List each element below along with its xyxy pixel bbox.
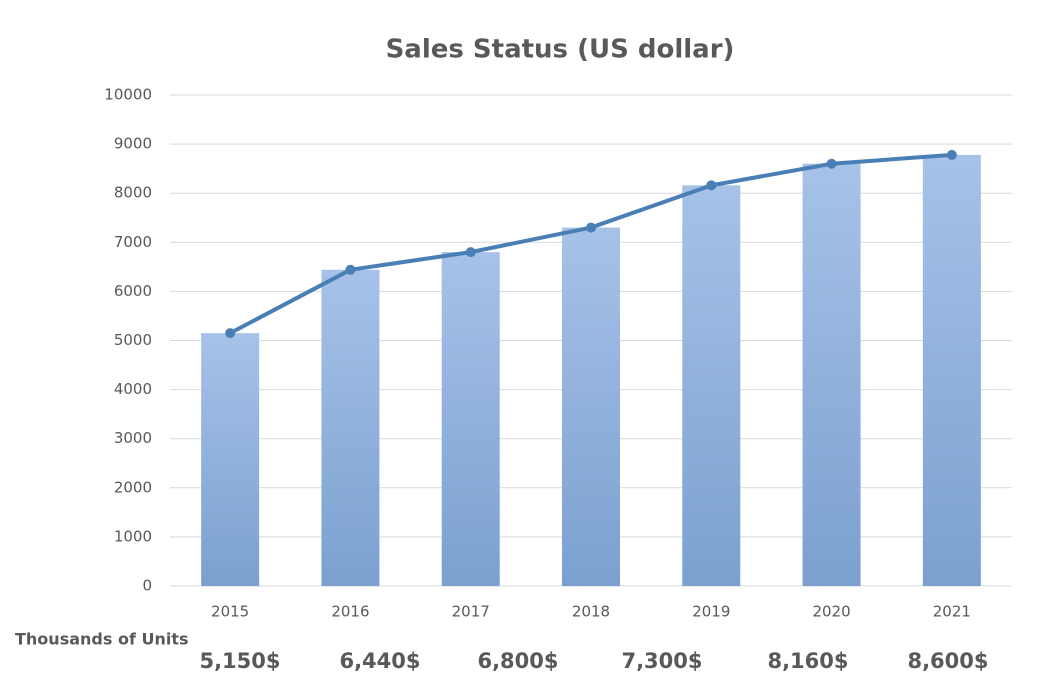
x-tick-label: 2018 bbox=[572, 603, 610, 621]
table-cell: 8,160$ bbox=[767, 649, 848, 673]
y-tick-label: 0 bbox=[142, 577, 152, 595]
bar bbox=[441, 252, 500, 586]
y-tick-label: 5000 bbox=[114, 331, 152, 349]
line-marker bbox=[826, 158, 837, 169]
table-header: Thousands of Units bbox=[15, 630, 189, 649]
table-cell: 6,440$ bbox=[339, 649, 420, 673]
bar bbox=[321, 269, 380, 586]
y-tick-label: 6000 bbox=[114, 282, 152, 300]
y-tick-label: 8000 bbox=[114, 184, 152, 202]
line-marker bbox=[586, 222, 596, 233]
y-tick-label: 4000 bbox=[114, 380, 152, 398]
line-marker bbox=[946, 149, 957, 160]
line-marker bbox=[225, 328, 236, 339]
x-tick-label: 2021 bbox=[933, 603, 971, 621]
y-tick-label: 9000 bbox=[114, 135, 152, 153]
bar bbox=[562, 227, 620, 586]
y-tick-label: 7000 bbox=[114, 233, 152, 251]
y-tick-label: 3000 bbox=[114, 429, 152, 447]
x-tick-label: 2019 bbox=[692, 603, 730, 621]
x-tick-label: 2017 bbox=[452, 603, 490, 621]
x-tick-label: 2020 bbox=[812, 603, 850, 621]
table-cell: 8,600$ bbox=[907, 649, 988, 673]
y-tick-label: 2000 bbox=[114, 478, 152, 496]
bar bbox=[802, 163, 861, 587]
line-marker bbox=[345, 264, 356, 275]
x-tick-label: 2015 bbox=[211, 603, 249, 621]
bar bbox=[922, 154, 981, 587]
line-marker bbox=[706, 180, 717, 191]
y-tick-label: 10000 bbox=[104, 86, 152, 104]
x-tick-label: 2016 bbox=[331, 603, 369, 621]
table-cell: 6,800$ bbox=[477, 649, 558, 673]
chart-title: Sales Status (US dollar) bbox=[386, 35, 735, 65]
bar bbox=[201, 333, 260, 586]
table-cell: 5,150$ bbox=[199, 649, 280, 673]
y-tick-label: 1000 bbox=[114, 527, 152, 545]
line-marker bbox=[465, 247, 476, 258]
table-cell: 7,300$ bbox=[621, 649, 702, 673]
bar bbox=[682, 185, 741, 586]
